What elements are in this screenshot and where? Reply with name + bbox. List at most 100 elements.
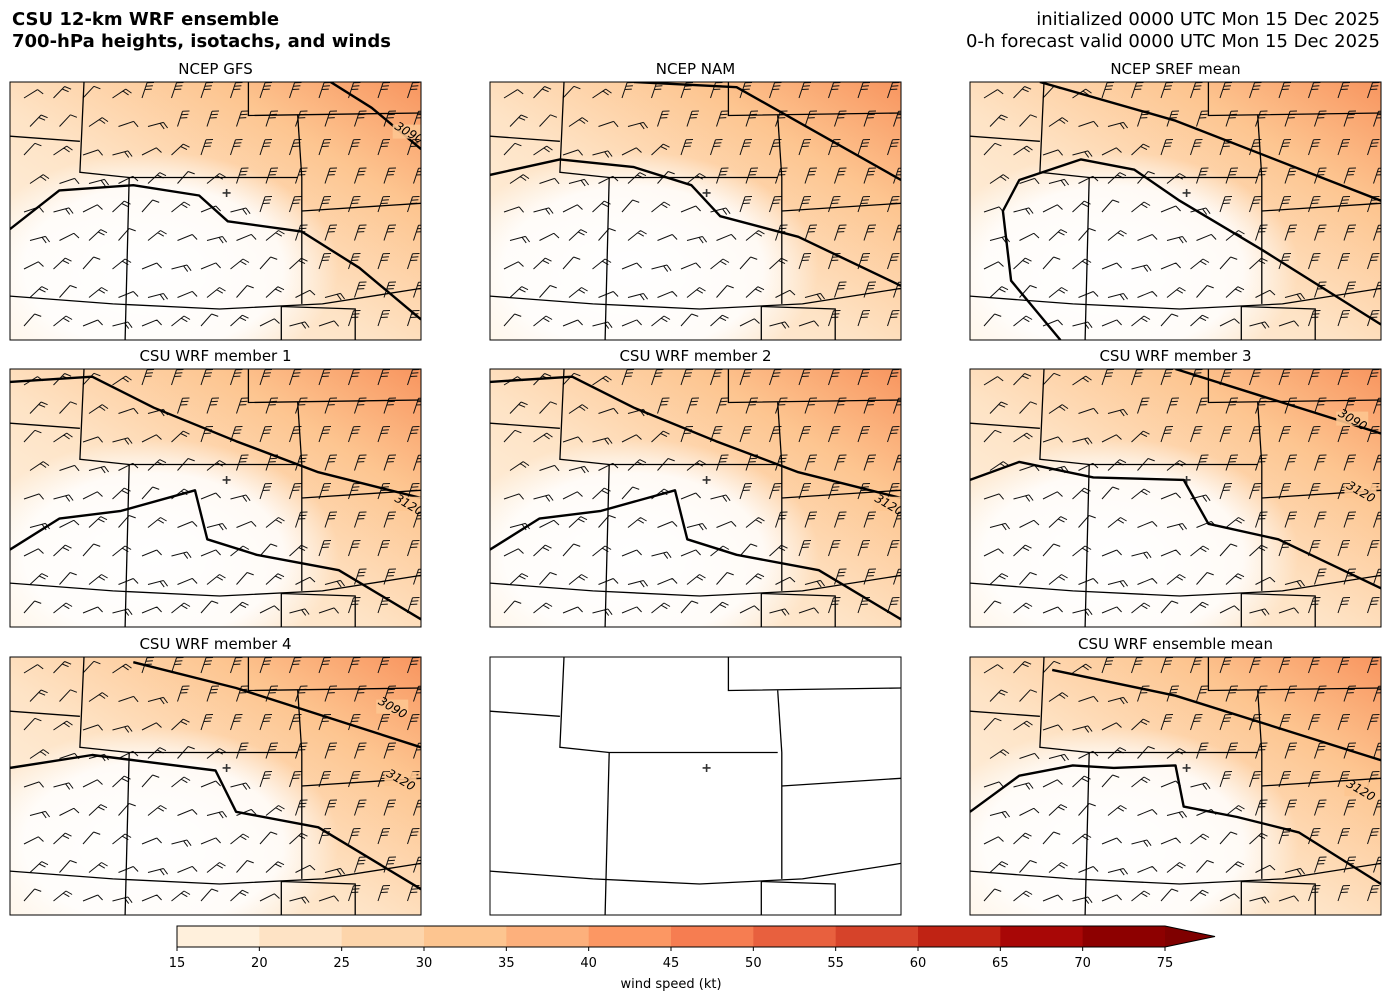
- contour-label-bg: [872, 496, 901, 511]
- state-border: [124, 752, 130, 915]
- panel-title: CSU WRF member 1: [139, 347, 291, 365]
- colorbar-tick-label: 30: [416, 956, 433, 971]
- panel-frame: [489, 368, 902, 628]
- colorbar-segment: [753, 926, 837, 947]
- state-border: [1207, 657, 1381, 692]
- map-panel: [490, 82, 901, 340]
- state-border: [301, 202, 421, 212]
- calm-area: [970, 657, 1381, 915]
- state-border: [297, 115, 303, 178]
- panel-frame: [9, 81, 422, 341]
- city-marker: [702, 475, 711, 484]
- wind-barbs: [983, 657, 1381, 904]
- height-contour: [10, 375, 421, 500]
- colorbar-outline: [176, 925, 1216, 948]
- state-border: [124, 464, 130, 627]
- state-border: [727, 369, 901, 404]
- state-border: [10, 135, 80, 142]
- state-border: [10, 574, 421, 597]
- state-border: [777, 690, 783, 753]
- state-border: [777, 115, 783, 178]
- state-border: [1084, 177, 1090, 340]
- state-border: [970, 287, 1381, 310]
- contour-label-bg: [392, 124, 421, 139]
- state-border: [79, 82, 298, 179]
- panel-frame: [969, 656, 1382, 916]
- panel-title: NCEP GFS: [178, 60, 253, 78]
- calm-area: [490, 82, 901, 340]
- colorbar-segment: [341, 926, 425, 947]
- state-border: [280, 305, 356, 340]
- colorbar-tick-label: 20: [251, 956, 268, 971]
- state-border: [777, 402, 783, 465]
- figure-title: CSU 12-km WRF ensemble: [12, 9, 279, 30]
- colorbar-segment: [177, 926, 260, 947]
- state-border: [490, 135, 560, 142]
- state-border: [1240, 880, 1316, 915]
- colorbar-segment: [506, 926, 590, 947]
- state-border: [79, 657, 298, 754]
- panel-title: CSU WRF ensemble mean: [1078, 635, 1273, 653]
- colorbar-tick-label: 55: [827, 956, 844, 971]
- state-border: [970, 135, 1040, 142]
- init-time: initialized 0000 UTC Mon 15 Dec 2025: [1036, 9, 1380, 30]
- state-border: [247, 82, 421, 117]
- state-border: [10, 862, 421, 885]
- state-border: [1039, 369, 1258, 466]
- colorbar-segment: [1000, 926, 1084, 947]
- state-border: [970, 862, 1381, 885]
- colorbar-extend: [1165, 926, 1215, 947]
- contour-label-bg: [384, 771, 417, 786]
- colorbar-segment: [588, 926, 672, 947]
- colorbar: 15 20 25 30 35 40 45 50 55 60 65 70 75 wind speed (kt…: [169, 925, 1216, 992]
- map-panel: [490, 657, 901, 915]
- state-border: [1261, 777, 1381, 787]
- state-border: [1039, 82, 1258, 179]
- city-marker: [702, 763, 711, 772]
- state-border: [760, 305, 836, 340]
- state-border: [1207, 82, 1381, 117]
- colorbar-label: wind speed (kt): [620, 977, 721, 992]
- height-contour: [633, 82, 901, 182]
- panel-frame: [969, 368, 1382, 628]
- state-border: [301, 489, 421, 499]
- colorbar-segment: [671, 926, 754, 947]
- panel-title: CSU WRF member 3: [1099, 347, 1251, 365]
- calm-area: [490, 369, 901, 627]
- city-marker: [1182, 188, 1191, 197]
- colorbar-segment: [835, 926, 919, 947]
- map-panel: 3120: [490, 369, 901, 627]
- state-border: [1039, 657, 1258, 754]
- height-contour: [10, 489, 421, 621]
- state-border: [1084, 752, 1090, 915]
- colorbar-tick-label: 35: [498, 956, 515, 971]
- state-border: [10, 287, 421, 310]
- height-contour: [490, 489, 901, 621]
- state-border: [79, 369, 298, 466]
- wind-barbs: [503, 82, 901, 329]
- contour-label-bg: [392, 496, 421, 511]
- state-border: [970, 574, 1381, 597]
- state-border: [10, 422, 80, 429]
- state-border: [604, 177, 610, 340]
- colorbar-tick-label: 25: [333, 956, 350, 971]
- city-marker: [1182, 763, 1191, 772]
- state-border: [781, 777, 901, 787]
- map-panel: [970, 82, 1381, 340]
- height-contour: [1001, 158, 1381, 340]
- colorbar-segment: [424, 926, 507, 947]
- state-border: [781, 202, 901, 212]
- map-panel: 3090: [10, 82, 421, 340]
- contour-label-bg: [1336, 411, 1369, 426]
- panel-frame: [9, 368, 422, 628]
- calm-area: [10, 657, 421, 915]
- state-border: [297, 402, 303, 465]
- panel-title: NCEP NAM: [656, 60, 735, 78]
- state-border: [490, 574, 901, 597]
- height-contour: [1039, 82, 1381, 202]
- colorbar-segment: [918, 926, 1001, 947]
- state-border: [247, 369, 421, 404]
